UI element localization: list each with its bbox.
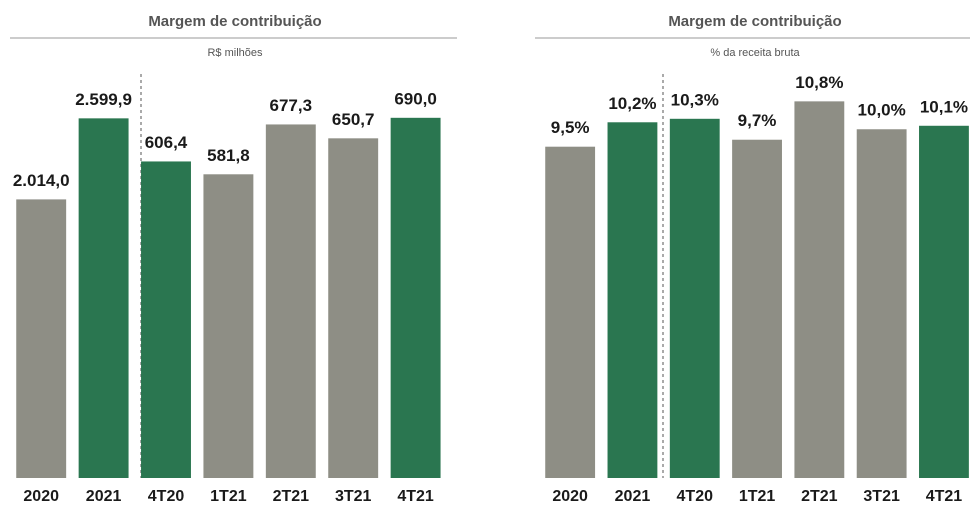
bar bbox=[390, 117, 441, 479]
bar bbox=[732, 139, 782, 478]
bar bbox=[669, 118, 720, 479]
x-tick-label: 2021 bbox=[615, 488, 651, 505]
bar bbox=[919, 125, 969, 479]
x-tick-label: 3T21 bbox=[335, 488, 372, 505]
value-label: 2.599,9 bbox=[75, 90, 132, 109]
value-label: 10,0% bbox=[858, 101, 906, 120]
chart-subtitle: R$ milhões bbox=[207, 47, 263, 59]
x-tick-label: 1T21 bbox=[210, 488, 247, 505]
x-tick-label: 2T21 bbox=[273, 488, 310, 505]
x-tick-label: 4T21 bbox=[397, 488, 434, 505]
value-label: 2.014,0 bbox=[13, 171, 70, 190]
x-tick-label: 2T21 bbox=[801, 488, 838, 505]
value-label: 581,8 bbox=[207, 146, 250, 165]
value-label: 690,0 bbox=[394, 89, 437, 108]
value-label: 10,2% bbox=[608, 94, 656, 113]
chart-title: Margem de contribuição bbox=[668, 13, 841, 30]
x-tick-label: 2020 bbox=[23, 488, 59, 505]
bar bbox=[856, 129, 907, 478]
value-label: 10,3% bbox=[671, 90, 719, 109]
x-tick-label: 4T20 bbox=[148, 488, 185, 505]
bar bbox=[16, 199, 67, 478]
x-tick-label: 2020 bbox=[552, 488, 588, 505]
value-label: 9,5% bbox=[551, 118, 590, 137]
x-tick-label: 3T21 bbox=[863, 488, 900, 505]
value-label: 9,7% bbox=[738, 111, 777, 130]
x-tick-label: 4T20 bbox=[677, 488, 714, 505]
x-tick-label: 1T21 bbox=[739, 488, 776, 505]
x-tick-label: 2021 bbox=[86, 488, 122, 505]
bar bbox=[78, 118, 129, 478]
value-label: 677,3 bbox=[270, 96, 313, 115]
value-label: 650,7 bbox=[332, 110, 375, 129]
bar bbox=[141, 161, 191, 478]
bar bbox=[203, 174, 254, 478]
chart-subtitle: % da receita bruta bbox=[710, 47, 800, 59]
bar bbox=[328, 138, 379, 478]
x-tick-label: 4T21 bbox=[926, 488, 963, 505]
chart-title: Margem de contribuição bbox=[148, 13, 321, 30]
bar bbox=[545, 146, 596, 478]
bar bbox=[265, 124, 316, 478]
value-label: 10,8% bbox=[795, 73, 843, 92]
bar bbox=[794, 101, 845, 479]
bar bbox=[607, 122, 658, 479]
value-label: 10,1% bbox=[920, 97, 968, 116]
value-label: 606,4 bbox=[145, 133, 188, 152]
